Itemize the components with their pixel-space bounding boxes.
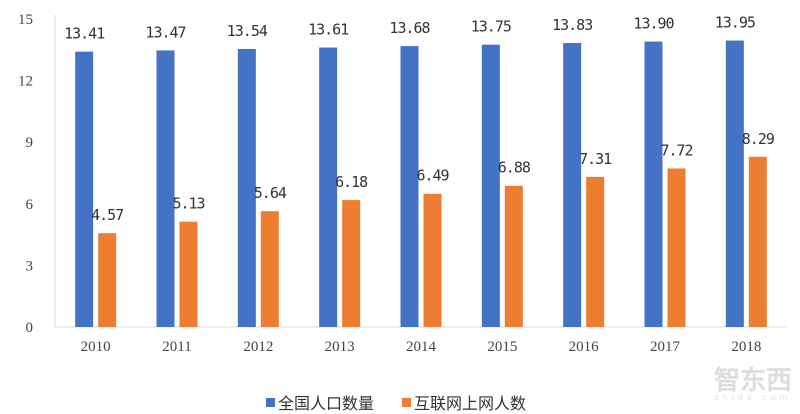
y-tick-label: 3 [26, 258, 34, 274]
data-label: 6.88 [498, 159, 531, 177]
data-label: 13.47 [145, 23, 185, 41]
legend-label: 互联网上网人数 [414, 394, 527, 413]
data-label: 6.49 [416, 167, 449, 185]
x-tick-label: 2011 [162, 339, 191, 355]
bar-chart: 0 3 6 9 12 15 2010 13.41 4.57 2011 13.47 5.13 2012 13… [18, 12, 787, 355]
data-label: 13.41 [64, 25, 105, 43]
y-tick-label: 9 [26, 135, 34, 151]
data-label: 13.90 [633, 15, 674, 33]
data-label: 7.72 [660, 141, 692, 159]
x-tick-label: 2018 [731, 339, 761, 355]
bar-internet-users [504, 185, 523, 327]
bar-internet-users [179, 221, 198, 327]
watermark-logo: 智东西 zhidx.com [713, 366, 792, 402]
y-tick-label: 6 [26, 197, 34, 213]
bar-internet-users [98, 233, 117, 327]
legend-label: 全国人口数量 [278, 394, 375, 413]
bar-population [75, 51, 94, 327]
data-label: 7.31 [579, 150, 612, 168]
bar-internet-users [260, 211, 279, 327]
data-label: 13.68 [389, 19, 430, 37]
data-label: 13.83 [552, 16, 592, 34]
bar-population [319, 47, 338, 328]
legend: 全国人口数量 互联网上网人数 [266, 390, 526, 414]
bar-population [237, 48, 256, 327]
bar-population [563, 43, 582, 328]
bar-internet-users [423, 193, 442, 327]
legend-swatch [402, 397, 412, 407]
data-label: 13.61 [308, 21, 349, 39]
bar-population [156, 50, 175, 327]
data-label: 5.64 [254, 184, 287, 202]
x-tick-label: 2015 [487, 339, 517, 355]
y-tick-label: 0 [26, 320, 34, 336]
legend-item-internet-users: 互联网上网人数 [402, 390, 526, 414]
bar-population [644, 41, 663, 327]
data-label: 13.75 [471, 18, 511, 36]
x-tick-label: 2014 [406, 339, 437, 355]
y-tick-label: 12 [18, 74, 33, 90]
x-tick-label: 2010 [81, 339, 111, 355]
bar-population [400, 46, 419, 327]
data-label: 4.57 [91, 206, 123, 224]
data-label: 8.29 [742, 130, 775, 148]
legend-swatch [266, 397, 275, 407]
x-tick-label: 2016 [569, 339, 600, 355]
data-label: 6.18 [335, 173, 368, 191]
x-tick-label: 2013 [325, 339, 355, 355]
data-label: 5.13 [172, 195, 204, 213]
bar-population [481, 44, 500, 328]
bar-internet-users [342, 200, 361, 327]
y-tick-label: 15 [18, 12, 33, 28]
x-tick-label: 2017 [650, 339, 681, 355]
bar-internet-users [667, 168, 686, 327]
legend-item-population: 全国人口数量 [266, 390, 374, 414]
x-tick-label: 2012 [243, 339, 273, 355]
data-label: 13.95 [715, 14, 755, 32]
bar-internet-users [586, 176, 605, 327]
bar-population [725, 40, 744, 328]
bar-internet-users [748, 156, 767, 327]
data-label: 13.54 [227, 22, 268, 40]
